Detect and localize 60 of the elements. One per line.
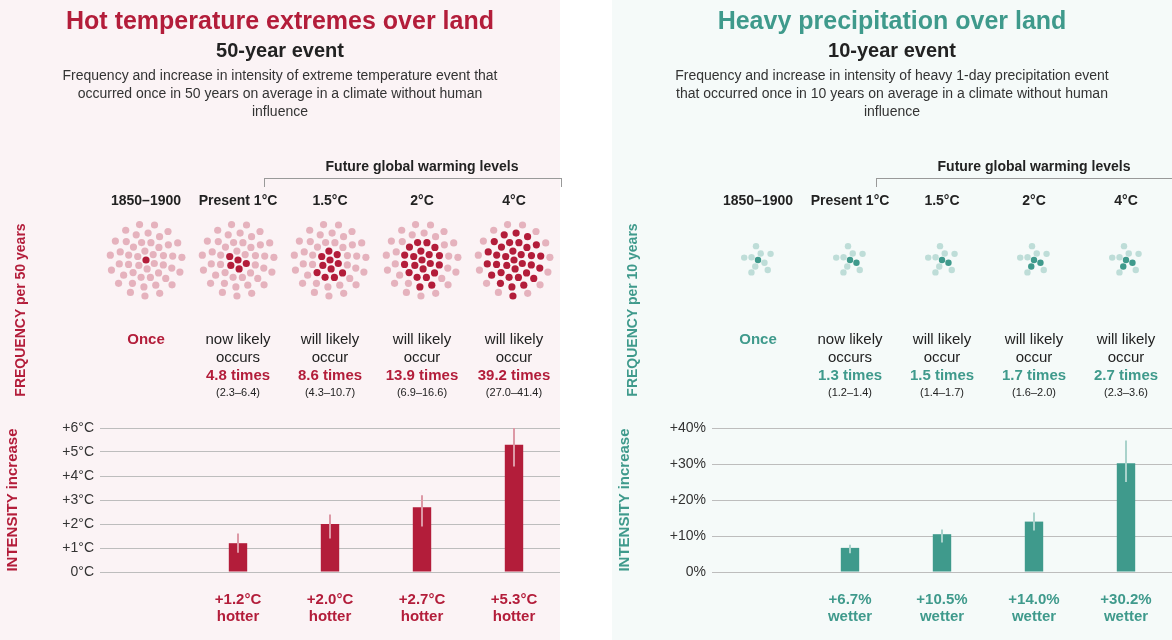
text: will likely occur 1.5 times (1.4–1.7) [908, 330, 976, 400]
category-label: 2°C [410, 192, 434, 208]
text: will likely occur 8.6 times (4.3–10.7) [296, 330, 364, 400]
text: FREQUENCY per 10 years [624, 223, 640, 397]
text: FREQUENCY per 50 years [12, 223, 28, 397]
text: will likely occur 39.2 times (27.0–41.4) [476, 330, 552, 400]
y-tick-label: +6°C [62, 418, 94, 435]
bar [228, 543, 248, 572]
chart-title: Hot temperature extremes over land [65, 5, 495, 35]
bar [840, 547, 860, 572]
y-tick-label: +40% [669, 418, 706, 435]
y-tick-label: +5°C [62, 442, 94, 459]
bar [1116, 463, 1136, 572]
y-tick-label: +30% [669, 454, 706, 471]
text: now likely occurs 1.3 times (1.2–1.4) [816, 330, 884, 400]
data-label: +14.0% wetter [1008, 590, 1060, 624]
bar [504, 444, 524, 572]
category-label: 1850–1900 [722, 192, 794, 208]
chart-title: Heavy precipitation over land [716, 5, 1068, 35]
y-tick-label: +2°C [62, 514, 94, 531]
bar [1024, 521, 1044, 572]
data-label: +5.3°C hotter [490, 590, 538, 624]
y-tick-label: +20% [669, 490, 706, 507]
category-label: 4°C [1114, 192, 1138, 208]
y-axis-title: INTENSITY increase [3, 428, 21, 572]
text: Frequency and increase in intensity of extreme temperature event that occurred once in 50 years on average in a climate without human influence [61, 66, 499, 120]
y-tick-label: +10% [669, 526, 706, 543]
category-label: 4°C [502, 192, 526, 208]
y-tick-label: +3°C [62, 490, 94, 507]
text: Once [126, 330, 166, 348]
text: will likely occur 2.7 times (2.3–3.6) [1092, 330, 1160, 400]
y-axis-title: INTENSITY increase [615, 428, 633, 572]
chart-subtitle: 50-year event [215, 39, 345, 62]
category-label: Present 1°C [198, 192, 278, 208]
data-label: +1.2°C hotter [214, 590, 262, 624]
category-label: 2°C [1022, 192, 1046, 208]
data-label: +2.7°C hotter [398, 590, 446, 624]
text: Frequency and increase in intensity of heavy 1-day precipitation event that occurred once in 10 years on average in a climate without human influence [674, 66, 1110, 120]
text: now likely occurs 4.8 times (2.3–6.4) [204, 330, 272, 400]
y-tick-label: +1°C [62, 538, 94, 555]
category-label: 1.5°C [924, 192, 960, 208]
text: Once [738, 330, 778, 348]
data-label: +2.0°C hotter [306, 590, 354, 624]
bar [320, 524, 340, 572]
data-label: +30.2% wetter [1100, 590, 1152, 624]
y-tick-label: +4°C [62, 466, 94, 483]
bar [412, 507, 432, 572]
chart-subtitle: 10-year event [827, 39, 957, 62]
bar [932, 534, 952, 572]
category-label: 1850–1900 [110, 192, 182, 208]
data-label: +10.5% wetter [916, 590, 968, 624]
text: will likely occur 1.7 times (1.6–2.0) [1000, 330, 1068, 400]
text: will likely occur 13.9 times (6.9–16.6) [384, 330, 460, 400]
text: Future global warming levels [936, 158, 1132, 174]
y-tick-label: 0% [685, 562, 706, 579]
category-label: 1.5°C [312, 192, 348, 208]
y-tick-label: 0°C [70, 562, 94, 579]
text: Future global warming levels [324, 158, 520, 174]
data-label: +6.7% wetter [826, 590, 873, 624]
category-label: Present 1°C [810, 192, 890, 208]
